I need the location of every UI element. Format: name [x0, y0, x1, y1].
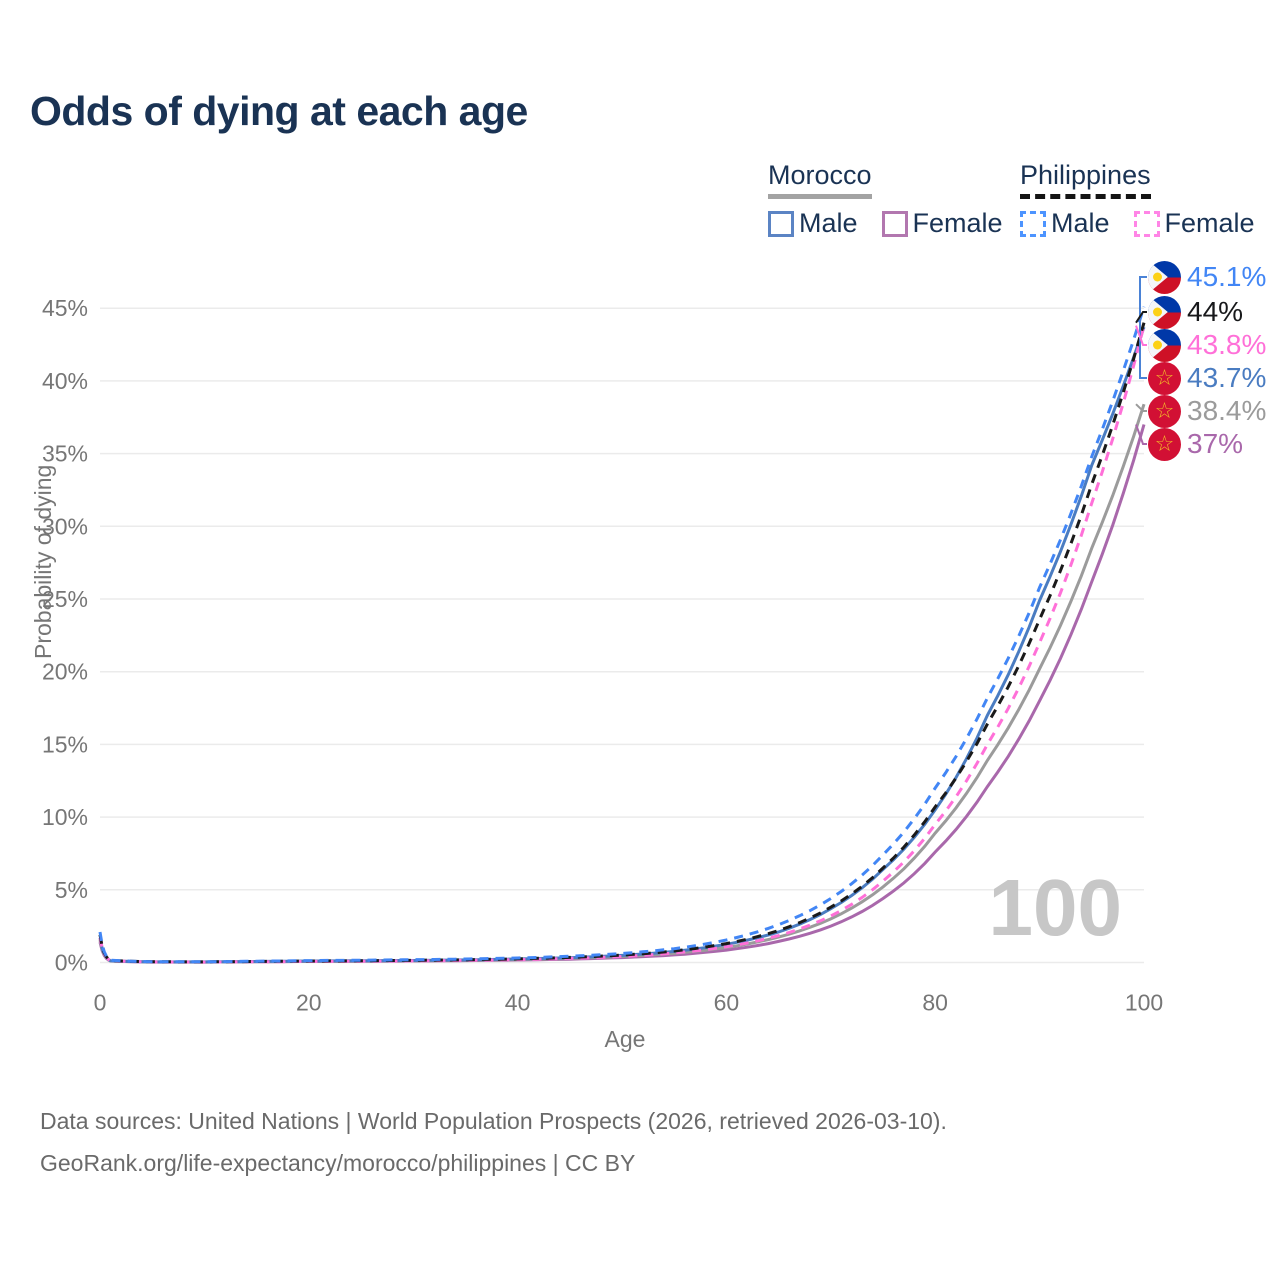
philippines-male-swatch-icon[interactable]	[1020, 210, 1046, 237]
svg-text:0: 0	[94, 990, 107, 1016]
legend-morocco-female-label[interactable]: Female	[912, 208, 1003, 238]
mortality-line-chart[interactable]: 0% 5% 10% 15% 20% 25% 30% 35% 40% 45% 0 20 40 60 80 100	[0, 0, 1280, 1080]
legend-philippines-male-label[interactable]: Male	[1051, 208, 1110, 238]
end-label-morocco-both[interactable]: 38.4%	[1148, 394, 1266, 428]
svg-text:30%: 30%	[42, 513, 88, 539]
legend-morocco-male-label[interactable]: Male	[799, 208, 858, 238]
svg-text:45%: 45%	[42, 295, 88, 321]
morocco-female-swatch-icon[interactable]	[881, 210, 908, 237]
morocco-male-swatch-icon[interactable]	[768, 210, 794, 237]
series-line-philippines-both[interactable]	[98, 322, 1146, 964]
svg-text:0%: 0%	[55, 950, 88, 976]
footer-attribution: GeoRank.org/life-expectancy/morocco/phil…	[40, 1150, 636, 1176]
svg-text:100: 100	[1125, 990, 1163, 1016]
morocco-flag-icon	[1148, 394, 1181, 428]
morocco-flag-icon	[1148, 361, 1181, 395]
end-label-value: 37%	[1187, 428, 1244, 459]
end-label-value: 38.4%	[1187, 395, 1267, 426]
legend-group-philippines: Philippines Male Female	[1020, 160, 1255, 239]
end-label-morocco-female[interactable]: 37%	[1148, 427, 1243, 461]
svg-text:15%: 15%	[42, 731, 88, 757]
age-watermark: 100	[988, 863, 1122, 952]
end-label-value: 44%	[1187, 296, 1244, 327]
series-line-morocco-male[interactable]	[98, 326, 1146, 964]
philippines-flag-icon	[1148, 260, 1181, 294]
legend-philippines-header[interactable]: Philippines	[1020, 160, 1151, 199]
svg-text:80: 80	[922, 990, 948, 1016]
end-label-value: 45.1%	[1187, 261, 1267, 292]
legend-group-morocco: Morocco Male Female	[768, 160, 1003, 239]
svg-text:60: 60	[714, 990, 740, 1016]
svg-text:20%: 20%	[42, 659, 88, 685]
end-label-value: 43.8%	[1187, 329, 1267, 360]
legend-morocco-header[interactable]: Morocco	[768, 160, 872, 199]
legend-philippines-female-label[interactable]: Female	[1164, 208, 1255, 238]
philippines-flag-icon	[1148, 295, 1181, 329]
series-line-philippines-female[interactable]	[98, 325, 1146, 964]
svg-text:40%: 40%	[42, 368, 88, 394]
svg-text:10%: 10%	[42, 804, 88, 830]
svg-text:35%: 35%	[42, 441, 88, 467]
footer-data-sources: Data sources: United Nations | World Pop…	[40, 1108, 947, 1134]
svg-text:25%: 25%	[42, 586, 88, 612]
svg-text:5%: 5%	[55, 877, 88, 903]
morocco-flag-icon	[1148, 427, 1181, 461]
x-axis-title: Age	[604, 1026, 646, 1052]
svg-text:20: 20	[296, 990, 322, 1016]
end-label-morocco-male[interactable]: 43.7%	[1148, 361, 1266, 395]
end-label-philippines-female[interactable]: 43.8%	[1148, 328, 1266, 362]
page-title: Odds of dying at each age	[30, 88, 528, 134]
series-line-philippines-male[interactable]	[98, 306, 1146, 964]
philippines-flag-icon	[1148, 328, 1181, 362]
end-label-value: 43.7%	[1187, 362, 1267, 393]
svg-text:40: 40	[505, 990, 531, 1016]
end-label-philippines-both[interactable]: 44%	[1148, 295, 1243, 329]
end-label-philippines-male[interactable]: 45.1%	[1148, 260, 1266, 294]
philippines-female-swatch-icon[interactable]	[1133, 210, 1160, 237]
